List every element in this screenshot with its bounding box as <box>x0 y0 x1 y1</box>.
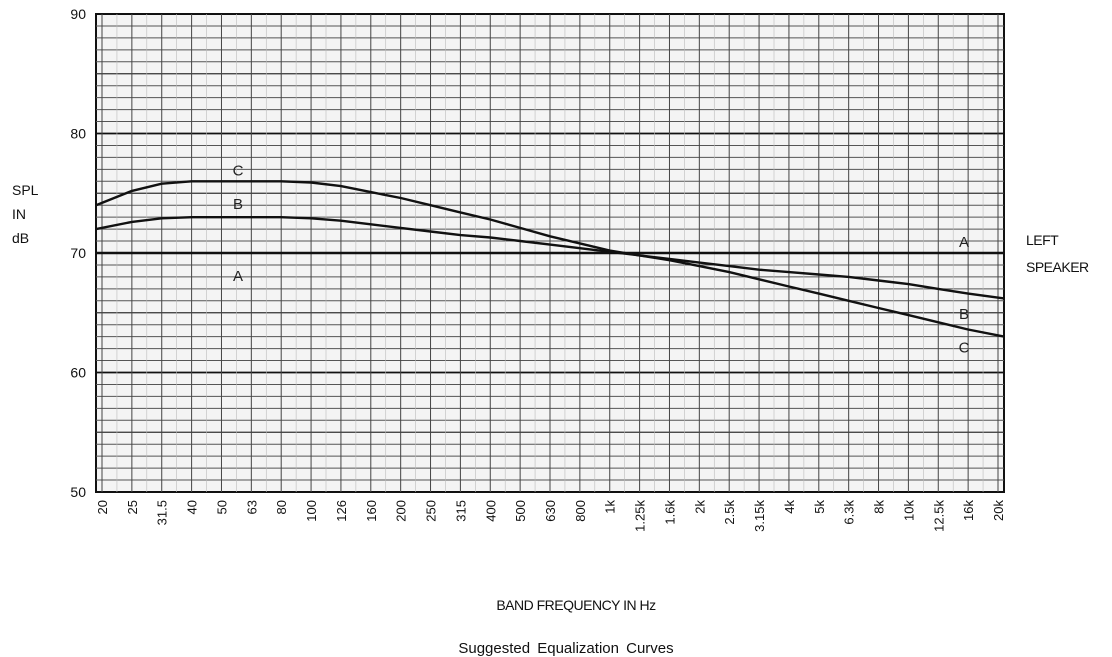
x-tick-label: 315 <box>453 500 468 522</box>
series-lines <box>95 180 1005 338</box>
x-tick-label: 126 <box>334 500 349 522</box>
x-tick-label: 25 <box>125 500 140 514</box>
x-tick-label: 800 <box>573 500 588 522</box>
y-tick-label: 90 <box>70 6 86 22</box>
right-label-line-1: LEFT <box>1026 232 1059 248</box>
x-tick-label: 2.5k <box>722 500 737 525</box>
series-label-left-A: A <box>233 268 243 285</box>
x-tick-label: 10k <box>901 500 916 521</box>
x-tick-labels: 20 25 31.5 40 50 63 80 100 126 160 200 250 315 400 500… <box>95 500 1006 532</box>
y-tick-label: 60 <box>70 365 86 381</box>
x-tick-label: 250 <box>424 500 439 522</box>
chart-caption: Suggested Equalization Curves <box>458 640 674 657</box>
x-tick-label: 12.5k <box>931 500 946 532</box>
y-tick-label: 80 <box>70 126 86 142</box>
x-tick-label: 16k <box>961 500 976 521</box>
y-axis-label-line-3: dB <box>12 230 30 246</box>
x-tick-label: 20k <box>991 500 1006 521</box>
y-axis-label-line-1: SPL <box>12 182 39 198</box>
x-tick-label: 40 <box>185 500 200 514</box>
x-tick-label: 8k <box>872 500 887 514</box>
series-label-right-B: B <box>959 306 969 323</box>
right-label-line-2: SPEAKER <box>1026 259 1089 275</box>
x-tick-label: 1k <box>603 500 618 514</box>
y-tick-labels: 50 60 70 80 90 <box>70 6 86 500</box>
x-tick-label: 400 <box>483 500 498 522</box>
x-axis-title: BAND FREQUENCY IN Hz <box>496 597 656 613</box>
series-label-right-C: C <box>959 339 970 356</box>
series-line-B <box>95 216 1005 300</box>
x-tick-label: 6.3k <box>842 500 857 525</box>
series-line-C <box>95 180 1005 338</box>
x-tick-label: 630 <box>543 500 558 522</box>
series-label-left-B: B <box>233 196 243 213</box>
x-tick-label: 1.6k <box>662 500 677 525</box>
x-tick-label: 80 <box>274 500 289 514</box>
x-tick-label: 3.15k <box>752 500 767 532</box>
x-tick-label: 2k <box>692 500 707 514</box>
x-tick-label: 100 <box>304 500 319 522</box>
y-tick-label: 50 <box>70 484 86 500</box>
series-label-right-A: A <box>959 234 969 251</box>
y-axis-label-line-2: IN <box>12 206 26 222</box>
x-tick-label: 5k <box>812 500 827 514</box>
x-tick-label: 160 <box>364 500 379 522</box>
x-tick-label: 4k <box>782 500 797 514</box>
x-tick-label: 200 <box>394 500 409 522</box>
series-label-left-C: C <box>233 162 244 179</box>
x-tick-label: 63 <box>244 500 259 514</box>
y-tick-label: 70 <box>70 245 86 261</box>
x-tick-label: 500 <box>513 500 528 522</box>
x-tick-label: 1.25k <box>633 500 648 532</box>
x-tick-label: 20 <box>95 500 110 514</box>
x-tick-label: 50 <box>214 500 229 514</box>
x-tick-label: 31.5 <box>155 500 170 525</box>
